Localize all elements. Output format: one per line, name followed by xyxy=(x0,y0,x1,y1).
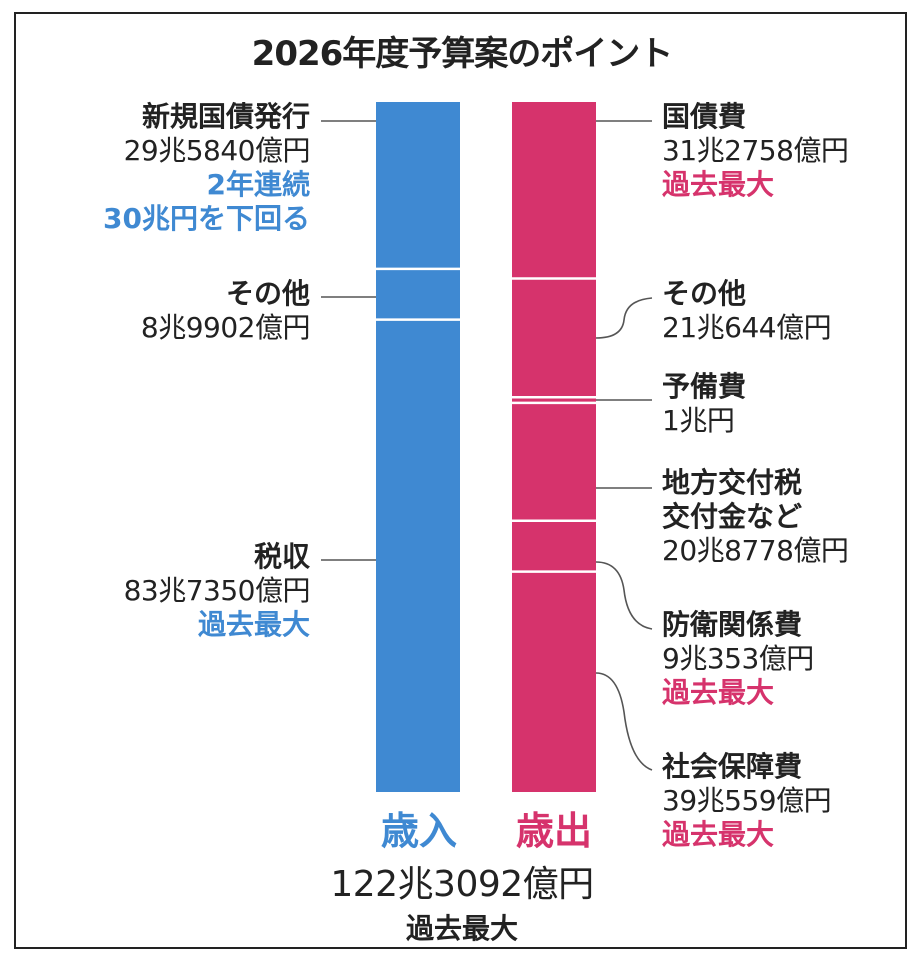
label-exp-debt: 国債費 31兆2758億円 過去最大 xyxy=(662,100,849,202)
leader-exp-social xyxy=(595,672,653,771)
label-exp-reserve-name: 予備費 xyxy=(662,370,747,403)
label-rev-debt-note1: 2年連続 xyxy=(206,168,310,202)
label-exp-reserve-value: 1兆円 xyxy=(662,404,735,438)
exp-segment-1 xyxy=(512,278,596,398)
label-exp-local-value: 20兆8778億円 xyxy=(662,534,849,568)
label-exp-other: その他 21兆644億円 xyxy=(662,277,832,345)
label-exp-defense-name: 防衛関係費 xyxy=(662,608,803,641)
label-rev-tax-name: 税収 xyxy=(253,540,310,573)
label-rev-debt-name: 新規国債発行 xyxy=(141,100,310,133)
label-exp-debt-note: 過去最大 xyxy=(662,168,775,202)
label-exp-defense: 防衛関係費 9兆353億円 過去最大 xyxy=(662,608,814,710)
exp-segment-5 xyxy=(512,571,596,792)
label-rev-other-value: 8兆9902億円 xyxy=(140,311,311,345)
label-rev-other: その他 8兆9902億円 xyxy=(140,277,311,345)
label-rev-tax-value: 83兆7350億円 xyxy=(123,574,311,608)
label-exp-reserve: 予備費 1兆円 xyxy=(662,370,746,438)
label-exp-defense-note: 過去最大 xyxy=(662,676,775,710)
label-rev-tax-note: 過去最大 xyxy=(197,608,310,642)
label-exp-social-name: 社会保障費 xyxy=(662,750,803,783)
label-rev-tax: 税収 83兆7350億円 過去最大 xyxy=(123,540,311,642)
expenditure-bar xyxy=(512,102,596,792)
label-rev-debt-note2: 30兆円を下回る xyxy=(103,202,310,236)
label-exp-defense-value: 9兆353億円 xyxy=(662,642,814,676)
exp-segment-2 xyxy=(512,397,596,403)
label-exp-local: 地方交付税 交付金など 20兆8778億円 xyxy=(662,466,849,568)
leader-lines xyxy=(321,120,653,771)
chart-title: 2026年度予算案のポイント xyxy=(251,34,674,74)
total-note: 過去最大 xyxy=(405,912,518,945)
label-exp-debt-value: 31兆2758億円 xyxy=(662,134,849,168)
rev-segment-0 xyxy=(376,102,460,269)
leader-exp-defense xyxy=(595,561,653,630)
exp-segment-3 xyxy=(512,402,596,521)
rev-segment-1 xyxy=(376,268,460,320)
label-exp-local-name2: 交付金など xyxy=(662,500,803,534)
label-exp-debt-name: 国債費 xyxy=(662,100,747,133)
revenue-bar-title: 歳入 xyxy=(380,809,457,853)
total-value: 122兆3092億円 xyxy=(330,864,594,905)
label-exp-social: 社会保障費 39兆559億円 過去最大 xyxy=(662,750,832,852)
chart-frame xyxy=(14,12,907,949)
rev-segment-2 xyxy=(376,319,460,792)
revenue-bar xyxy=(376,102,460,792)
expenditure-bar-title: 歳出 xyxy=(515,809,592,853)
total-block: 122兆3092億円 過去最大 xyxy=(0,855,924,947)
label-exp-social-value: 39兆559億円 xyxy=(662,784,832,818)
label-exp-social-note: 過去最大 xyxy=(662,818,775,852)
leader-exp-other xyxy=(595,297,653,339)
label-exp-other-name: その他 xyxy=(662,277,747,310)
label-exp-other-value: 21兆644億円 xyxy=(662,311,832,345)
exp-segment-0 xyxy=(512,102,596,279)
label-rev-other-name: その他 xyxy=(225,277,310,310)
exp-segment-4 xyxy=(512,520,596,572)
label-rev-debt: 新規国債発行 29兆5840億円 2年連続 30兆円を下回る xyxy=(103,100,310,237)
label-rev-debt-value: 29兆5840億円 xyxy=(123,134,311,168)
label-exp-local-name1: 地方交付税 xyxy=(662,466,803,499)
